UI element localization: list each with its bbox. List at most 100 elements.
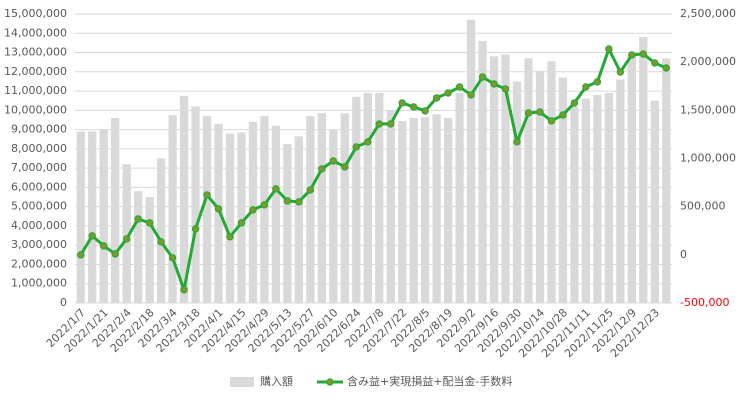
bar <box>524 58 533 304</box>
line-marker <box>122 235 131 243</box>
bar <box>547 61 556 303</box>
line-marker <box>134 215 142 223</box>
legend-marker <box>326 378 334 386</box>
bar <box>581 98 591 303</box>
bar <box>88 131 97 303</box>
line-marker <box>478 73 487 81</box>
line-marker <box>180 286 188 294</box>
bar <box>489 56 499 304</box>
line-marker <box>513 138 521 146</box>
bar <box>535 70 545 303</box>
bar <box>363 92 372 303</box>
line-marker <box>582 83 590 91</box>
line-marker <box>157 238 165 246</box>
line-marker <box>226 233 234 241</box>
bar <box>156 158 166 303</box>
y-tick-label: 0 <box>60 296 67 309</box>
line-marker <box>490 80 498 88</box>
bar <box>168 115 177 304</box>
y-tick-label: 6,000,000 <box>11 180 67 193</box>
bar <box>329 129 338 303</box>
bar <box>294 136 304 303</box>
bar <box>443 118 453 303</box>
line-marker <box>639 50 647 58</box>
legend-label: 購入額 <box>260 374 293 388</box>
line-marker <box>352 143 360 151</box>
line-marker <box>364 138 372 146</box>
bar <box>179 95 189 303</box>
line-marker <box>100 242 108 250</box>
line-marker <box>455 83 464 91</box>
line <box>79 47 667 292</box>
line-marker <box>329 157 338 165</box>
y-tick-label: 5,000,000 <box>11 200 67 213</box>
bar <box>432 114 441 303</box>
line-marker <box>306 186 315 194</box>
y-tick-label: 9,000,000 <box>11 123 67 136</box>
bar <box>604 92 613 303</box>
line-marker <box>237 219 246 227</box>
line-marker <box>283 197 292 205</box>
line-marker <box>570 99 579 107</box>
y2-tick-label: 1,000,000 <box>680 152 736 165</box>
y-tick-label: 11,000,000 <box>4 84 67 97</box>
line-marker <box>341 163 349 171</box>
y2-tick-label: 2,500,000 <box>680 7 736 20</box>
bar <box>122 164 131 303</box>
bar <box>111 118 120 303</box>
line-marker <box>191 225 200 233</box>
line-marker <box>628 51 636 59</box>
bar <box>398 120 407 304</box>
line-marker <box>318 165 326 173</box>
line-marker <box>432 94 441 102</box>
bar <box>386 110 395 303</box>
bar <box>421 117 430 304</box>
line-marker <box>375 120 383 128</box>
line-marker <box>421 107 429 115</box>
line-marker <box>536 108 544 116</box>
bar <box>225 133 235 303</box>
bar <box>650 100 659 303</box>
bar <box>627 56 636 304</box>
bar <box>512 81 522 303</box>
line-marker <box>295 198 303 206</box>
bar <box>191 106 200 303</box>
bar <box>237 132 246 303</box>
bar <box>340 113 349 304</box>
line-marker <box>547 117 556 125</box>
y-tick-label: 4,000,000 <box>11 219 67 232</box>
y-tick-label: 8,000,000 <box>11 142 67 155</box>
line-marker <box>651 59 659 67</box>
line-marker <box>593 78 602 86</box>
line-marker <box>168 254 177 262</box>
line-marker <box>111 250 119 258</box>
y-tick-label: 15,000,000 <box>4 7 67 20</box>
line-marker <box>524 109 533 117</box>
bar <box>466 19 476 304</box>
y-tick-label: 10,000,000 <box>4 103 67 116</box>
y-tick-label: 7,000,000 <box>11 161 67 174</box>
line-marker <box>409 103 418 111</box>
bar <box>306 116 315 303</box>
bar <box>271 125 281 303</box>
bar <box>616 79 625 303</box>
y2-tick-label: 2,000,000 <box>680 55 736 68</box>
bar <box>283 144 292 303</box>
bar <box>134 191 143 303</box>
bar <box>317 113 326 304</box>
line-marker <box>88 232 96 240</box>
line-marker <box>398 99 406 107</box>
bar <box>558 77 568 303</box>
line-marker <box>145 219 154 227</box>
line-marker <box>214 205 223 213</box>
bar <box>145 197 154 303</box>
y2-tick-label: 0 <box>680 248 687 261</box>
bar <box>501 54 510 304</box>
y2-tick-label: -500,000 <box>680 296 729 309</box>
y-tick-label: 1,000,000 <box>11 277 67 290</box>
bar <box>409 118 418 303</box>
bar <box>478 40 487 304</box>
legend-swatch <box>230 377 254 387</box>
legend-label: 含み益+実現損益+配当金-手数料 <box>347 374 512 388</box>
